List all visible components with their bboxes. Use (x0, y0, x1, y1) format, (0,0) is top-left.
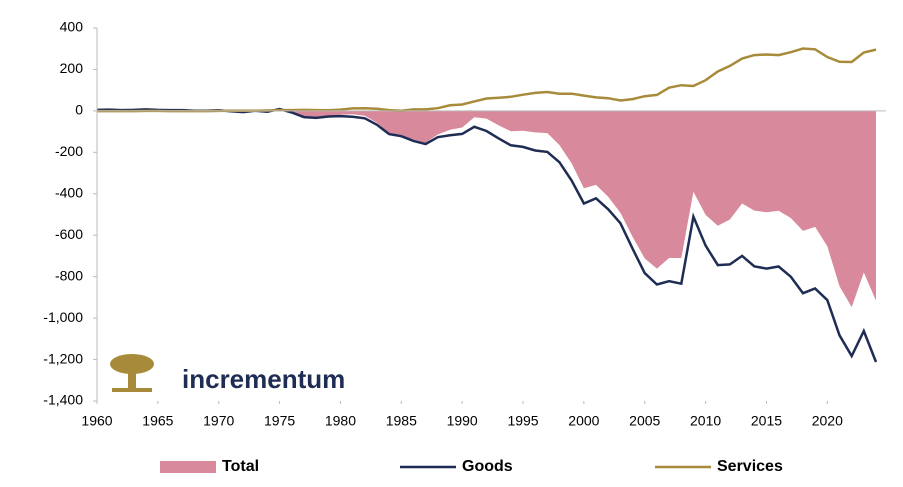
legend-label: Total (222, 458, 259, 475)
legend-label: Goods (462, 458, 513, 475)
x-tick-label: 2005 (629, 413, 660, 429)
y-tick-label: -200 (55, 143, 83, 159)
x-tick-label: 2010 (690, 413, 721, 429)
x-tick-label: 2020 (812, 413, 843, 429)
legend-swatch (160, 461, 216, 473)
y-tick-label: -1,200 (43, 350, 83, 366)
x-tick-label: 1985 (386, 413, 417, 429)
y-tick-label: 400 (60, 19, 84, 35)
x-tick-label: 1995 (507, 413, 538, 429)
logo-icon (110, 354, 154, 392)
legend-label: Services (717, 458, 783, 475)
x-tick-label: 1965 (142, 413, 173, 429)
logo-text: incrementum (182, 364, 345, 394)
x-tick-label: 1980 (325, 413, 356, 429)
y-tick-label: -1,000 (43, 309, 83, 325)
x-tick-label: 1960 (81, 413, 112, 429)
y-tick-label: -400 (55, 184, 83, 200)
y-tick-label: -600 (55, 226, 83, 242)
y-tick-label: -800 (55, 267, 83, 283)
y-tick-label: 0 (75, 102, 83, 118)
x-tick-label: 1990 (447, 413, 478, 429)
x-tick-label: 2015 (751, 413, 782, 429)
x-tick-label: 1975 (264, 413, 295, 429)
x-tick-label: 1970 (203, 413, 234, 429)
x-tick-label: 2000 (568, 413, 599, 429)
y-tick-label: -1,400 (43, 392, 83, 408)
line (97, 47, 877, 113)
area (97, 108, 876, 308)
y-tick-label: 200 (60, 60, 84, 76)
